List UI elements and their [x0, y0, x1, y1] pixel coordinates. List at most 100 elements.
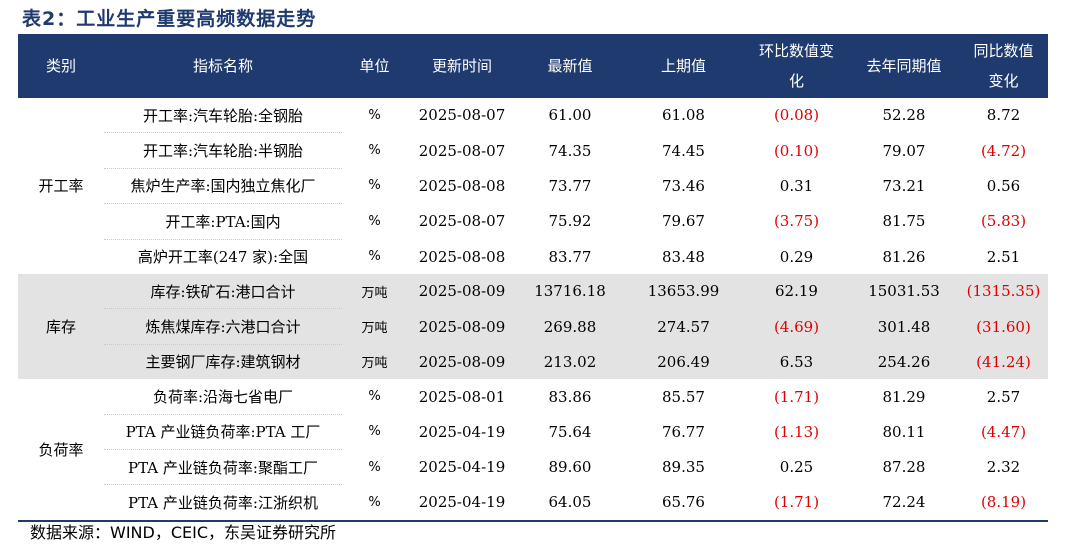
- latest-value-cell: 61.00: [548, 106, 592, 125]
- previous-value-cell: 89.35: [662, 458, 705, 477]
- previous-value-cell: 79.67: [662, 212, 705, 231]
- yoy-change-cell: 2.51: [986, 247, 1021, 266]
- latest-value-cell: 75.64: [548, 422, 592, 441]
- yoy-change-cell: 0.56: [986, 176, 1021, 195]
- year-ago-value-cell: 79.07: [882, 141, 926, 160]
- previous-value-cell: 85.57: [662, 387, 705, 406]
- update-date-cell: 2025-04-19: [418, 458, 506, 477]
- update-date-cell: 2025-08-08: [418, 247, 506, 266]
- table-row: 负荷率 负荷率:沿海七省电厂% 2025-08-01 83.86 85.57 (1.71)…: [18, 379, 1048, 522]
- table-row: 库存 库存:铁矿石:港口合计 万吨 2025-08-09 13716.18 13653.9…: [18, 273, 1048, 380]
- year-ago-value-cell: 72.24: [849, 484, 959, 522]
- table-row: 开工率 开工率:汽车轮胎:全钢胎% 2025-08-07 61.00 61.08 (0.0…: [18, 98, 1048, 195]
- mom-change-cell: 62.19: [744, 273, 849, 309]
- header-update-time: 更新时间: [407, 34, 517, 98]
- table-row: PTA 产业链负荷率:聚酯工厂% 2025-04-19 89.60 89.35 0.25…: [18, 449, 1048, 486]
- table-row: PTA 产业链负荷率:PTA 工厂% 2025-04-19 75.64 76.77 (1…: [18, 414, 1048, 450]
- latest-value-cell: 213.02: [517, 344, 623, 380]
- latest-value-cell: 83.86: [548, 387, 592, 406]
- unit-cell: 万吨: [342, 308, 407, 345]
- unit-cell: %: [368, 389, 381, 405]
- unit-cell: %: [368, 107, 381, 123]
- year-ago-value-cell: 15031.53: [849, 273, 959, 309]
- year-ago-value-cell: 81.75: [882, 212, 926, 231]
- table-row: 高炉开工率(247 家):全国% 2025-08-08 83.77 83.48 0.29…: [18, 239, 1048, 274]
- unit-cell: %: [368, 249, 381, 264]
- mom-change-cell: (4.69): [744, 308, 849, 345]
- table-row: 焦炉生产率:国内独立焦化厂% 2025-08-08 73.77 73.46 0.31 73…: [18, 168, 1048, 205]
- data-table: 类别 指标名称 单位 更新时间 最新值 上期值 环比数值变化 去年同期值 同比数…: [18, 34, 1048, 522]
- indicator-name-cell: 炼焦煤库存:六港口合计: [104, 308, 342, 345]
- update-date-cell: 2025-04-19: [418, 422, 506, 441]
- update-date-cell: 2025-08-09: [407, 344, 517, 380]
- table-row: 开工率:PTA:国内% 2025-08-07 75.92 79.67 (3.75) 81.…: [18, 203, 1048, 240]
- indicator-name-cell: 开工率:汽车轮胎:全钢胎: [104, 98, 342, 134]
- update-date-cell: 2025-08-09: [407, 308, 517, 345]
- year-ago-value-cell: 254.26: [849, 344, 959, 380]
- latest-value-cell: 269.88: [517, 308, 623, 345]
- mom-change-cell: 6.53: [744, 344, 849, 380]
- previous-value-cell: 74.45: [662, 141, 705, 160]
- source-note: 数据来源：WIND，CEIC，东吴证券研究所: [30, 523, 337, 542]
- unit-cell: 万吨: [342, 344, 407, 380]
- latest-value-cell: 83.77: [548, 247, 592, 266]
- table-row: 炼焦煤库存:六港口合计 万吨 2025-08-09 269.88 274.57 (4.69…: [18, 308, 1048, 345]
- yoy-change-cell: 2.32: [986, 458, 1021, 477]
- previous-value-cell: 61.08: [662, 106, 705, 125]
- mom-change-cell: 0.29: [779, 247, 814, 266]
- mom-change-cell: (1.71): [773, 387, 820, 406]
- yoy-change-cell: 2.57: [986, 387, 1021, 406]
- yoy-change-cell: (1315.35): [959, 273, 1048, 309]
- latest-value-cell: 75.92: [548, 212, 592, 231]
- unit-cell: %: [368, 213, 381, 229]
- year-ago-value-cell: 73.21: [882, 176, 926, 195]
- table-row: PTA 产业链负荷率:江浙织机% 2025-04-19 64.05 65.76 (1.7…: [18, 484, 1048, 522]
- unit-cell: %: [368, 143, 381, 159]
- unit-cell: %: [342, 484, 407, 522]
- update-date-cell: 2025-04-19: [407, 484, 517, 522]
- header-yoy-change: 同比数值变化: [959, 34, 1048, 98]
- indicator-name-cell: 主要钢厂库存:建筑钢材: [104, 344, 342, 380]
- year-ago-value-cell: 52.28: [882, 106, 926, 125]
- header-unit: 单位: [342, 34, 407, 98]
- previous-value-cell: 206.49: [623, 344, 744, 380]
- indicator-name-cell: PTA 产业链负荷率:PTA 工厂: [104, 414, 342, 450]
- indicator-name-cell: PTA 产业链负荷率:聚酯工厂: [104, 449, 342, 486]
- update-date-cell: 2025-08-07: [418, 212, 506, 231]
- unit-cell: %: [368, 424, 381, 440]
- latest-value-cell: 74.35: [548, 141, 592, 160]
- mom-change-cell: (1.13): [773, 422, 820, 441]
- year-ago-value-cell: 80.11: [882, 422, 926, 441]
- latest-value-cell: 13716.18: [517, 273, 623, 309]
- previous-value-cell: 274.57: [623, 308, 744, 345]
- year-ago-value-cell: 87.28: [882, 458, 926, 477]
- yoy-change-cell: (5.83): [980, 212, 1027, 231]
- yoy-change-cell: (31.60): [959, 308, 1048, 345]
- indicator-name-cell: 开工率:汽车轮胎:半钢胎: [104, 132, 342, 169]
- indicator-name-cell: 负荷率:沿海七省电厂: [104, 379, 342, 415]
- previous-value-cell: 73.46: [662, 176, 705, 195]
- update-date-cell: 2025-08-07: [418, 141, 506, 160]
- latest-value-cell: 73.77: [548, 176, 592, 195]
- update-date-cell: 2025-08-09: [407, 273, 517, 309]
- mom-change-cell: 0.25: [779, 458, 814, 477]
- latest-value-cell: 89.60: [548, 458, 592, 477]
- table-row: 开工率:汽车轮胎:半钢胎% 2025-08-07 74.35 74.45 (0.10) 7…: [18, 132, 1048, 169]
- yoy-change-cell: (4.72): [980, 141, 1027, 160]
- previous-value-cell: 13653.99: [623, 273, 744, 309]
- indicator-name-cell: 库存:铁矿石:港口合计: [104, 273, 342, 310]
- mom-change-cell: (0.08): [773, 106, 820, 125]
- indicator-name-cell: 开工率:PTA:国内: [104, 203, 342, 240]
- indicator-name-cell: 高炉开工率(247 家):全国: [137, 248, 309, 267]
- year-ago-value-cell: 81.26: [882, 247, 926, 266]
- year-ago-value-cell: 301.48: [849, 308, 959, 345]
- mom-change-cell: (3.75): [773, 212, 820, 231]
- header-indicator-name: 指标名称: [104, 34, 342, 98]
- update-date-cell: 2025-08-08: [418, 176, 506, 195]
- latest-value-cell: 64.05: [517, 484, 623, 522]
- header-previous: 上期值: [623, 34, 744, 98]
- category-cell: 库存: [18, 273, 104, 380]
- mom-change-cell: 0.31: [779, 176, 814, 195]
- header-mom-change: 环比数值变化: [744, 34, 849, 98]
- category-cell: 负荷率: [18, 379, 104, 522]
